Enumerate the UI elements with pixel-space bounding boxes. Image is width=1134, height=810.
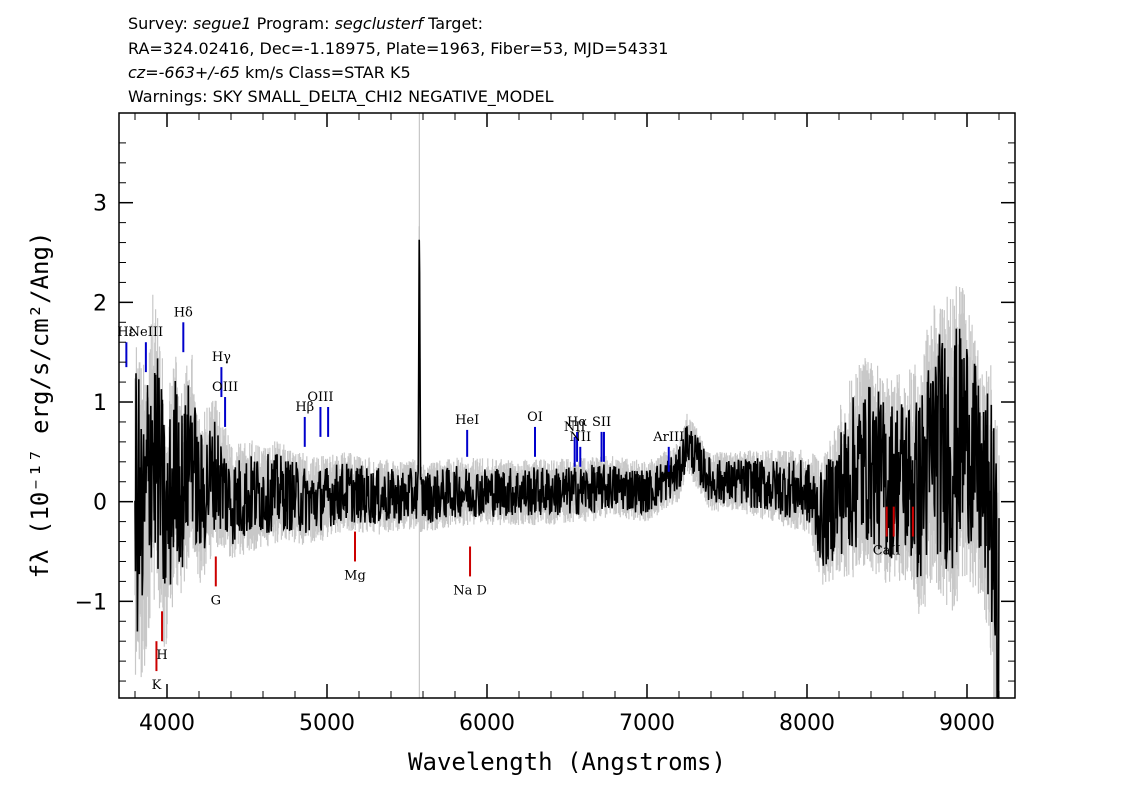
line-label: Hα bbox=[567, 415, 587, 430]
line-label: Hγ bbox=[212, 350, 231, 365]
x-tick-label: 4000 bbox=[139, 711, 195, 736]
flux-line bbox=[134, 239, 1000, 699]
line-marker: OIII bbox=[307, 390, 333, 437]
line-marker: Hγ bbox=[212, 350, 231, 398]
line-marker: NII bbox=[569, 430, 591, 467]
cz-label: cz= bbox=[128, 63, 159, 82]
line-marker: CaII bbox=[873, 506, 901, 559]
x-tick-label: 7000 bbox=[619, 711, 675, 736]
line-marker: Mg bbox=[344, 531, 366, 583]
line-label: Mg bbox=[344, 568, 366, 583]
y-axis-label: fλ (10⁻¹⁷ erg/s/cm²/Ang) bbox=[26, 232, 54, 579]
x-tick-label: 5000 bbox=[299, 711, 355, 736]
x-tick-label: 6000 bbox=[459, 711, 515, 736]
line-label: ArIII bbox=[652, 430, 684, 445]
line-label: NeIII bbox=[129, 325, 163, 340]
cz-rest: km/s Class=STAR K5 bbox=[244, 63, 411, 82]
program-label: Program: bbox=[256, 14, 330, 33]
cz-value: -663+/-65 bbox=[158, 63, 240, 82]
line-marker: OIII bbox=[212, 380, 238, 427]
line-label: Hβ bbox=[295, 400, 314, 415]
line-marker: G bbox=[211, 556, 221, 608]
survey-value: segue1 bbox=[192, 14, 252, 33]
y-tick-label: −1 bbox=[75, 590, 107, 615]
line-marker: Hδ bbox=[174, 305, 193, 353]
survey-label: Survey: bbox=[128, 14, 188, 33]
line-marker: HeI bbox=[455, 413, 479, 457]
line-marker: Na D bbox=[453, 546, 487, 598]
line-label: Na D bbox=[453, 583, 487, 598]
y-tick-label: 1 bbox=[93, 391, 107, 416]
header-line-4: Warnings: SKY SMALL_DELTA_CHI2 NEGATIVE_… bbox=[128, 87, 554, 106]
line-marker: H bbox=[156, 611, 168, 663]
line-label: OIII bbox=[212, 380, 238, 395]
line-marker: Hε bbox=[117, 325, 136, 368]
header-line-2: RA=324.02416, Dec=-1.18975, Plate=1963, … bbox=[128, 39, 669, 58]
line-label: NII bbox=[569, 430, 591, 445]
y-tick-label: 3 bbox=[93, 192, 107, 217]
plot-frame bbox=[118, 112, 1016, 699]
x-tick-label: 8000 bbox=[779, 711, 835, 736]
line-label: G bbox=[211, 593, 221, 608]
x-axis-label: Wavelength (Angstroms) bbox=[408, 748, 726, 776]
y-tick-label: 0 bbox=[93, 491, 107, 516]
flux-series bbox=[134, 239, 1000, 699]
x-tick-label: 9000 bbox=[939, 711, 995, 736]
line-label: Hδ bbox=[174, 305, 193, 320]
line-label: K bbox=[152, 678, 162, 693]
line-marker: NII bbox=[564, 420, 586, 467]
line-label: NII bbox=[564, 420, 586, 435]
line-label: Hε bbox=[117, 325, 135, 340]
line-label: OI bbox=[527, 410, 543, 425]
line-label: HeI bbox=[455, 413, 479, 428]
line-marker: K bbox=[152, 641, 162, 693]
line-marker: ArIII bbox=[652, 430, 684, 472]
line-label: SII bbox=[592, 415, 611, 430]
header-line-3: cz=-663+/-65 km/s Class=STAR K5 bbox=[128, 63, 411, 83]
line-marker: OI bbox=[527, 410, 543, 457]
line-marker: Hα bbox=[567, 415, 587, 462]
line-label: H bbox=[156, 648, 167, 663]
header-line-1: Survey: segue1 Program: segclusterf Targ… bbox=[128, 14, 483, 34]
line-label: CaII bbox=[873, 544, 901, 559]
program-value: segclusterf bbox=[334, 14, 423, 33]
line-marker: NeIII bbox=[129, 325, 163, 373]
y-tick-label: 2 bbox=[93, 291, 107, 316]
line-marker: Hβ bbox=[295, 400, 314, 447]
line-marker: SII bbox=[592, 415, 611, 462]
target-label: Target: bbox=[428, 14, 483, 33]
axis-ticks: 4000 5000 6000 7000 8000 9000 −1 0 1 2 3 bbox=[75, 113, 1015, 736]
line-label: OIII bbox=[307, 390, 333, 405]
